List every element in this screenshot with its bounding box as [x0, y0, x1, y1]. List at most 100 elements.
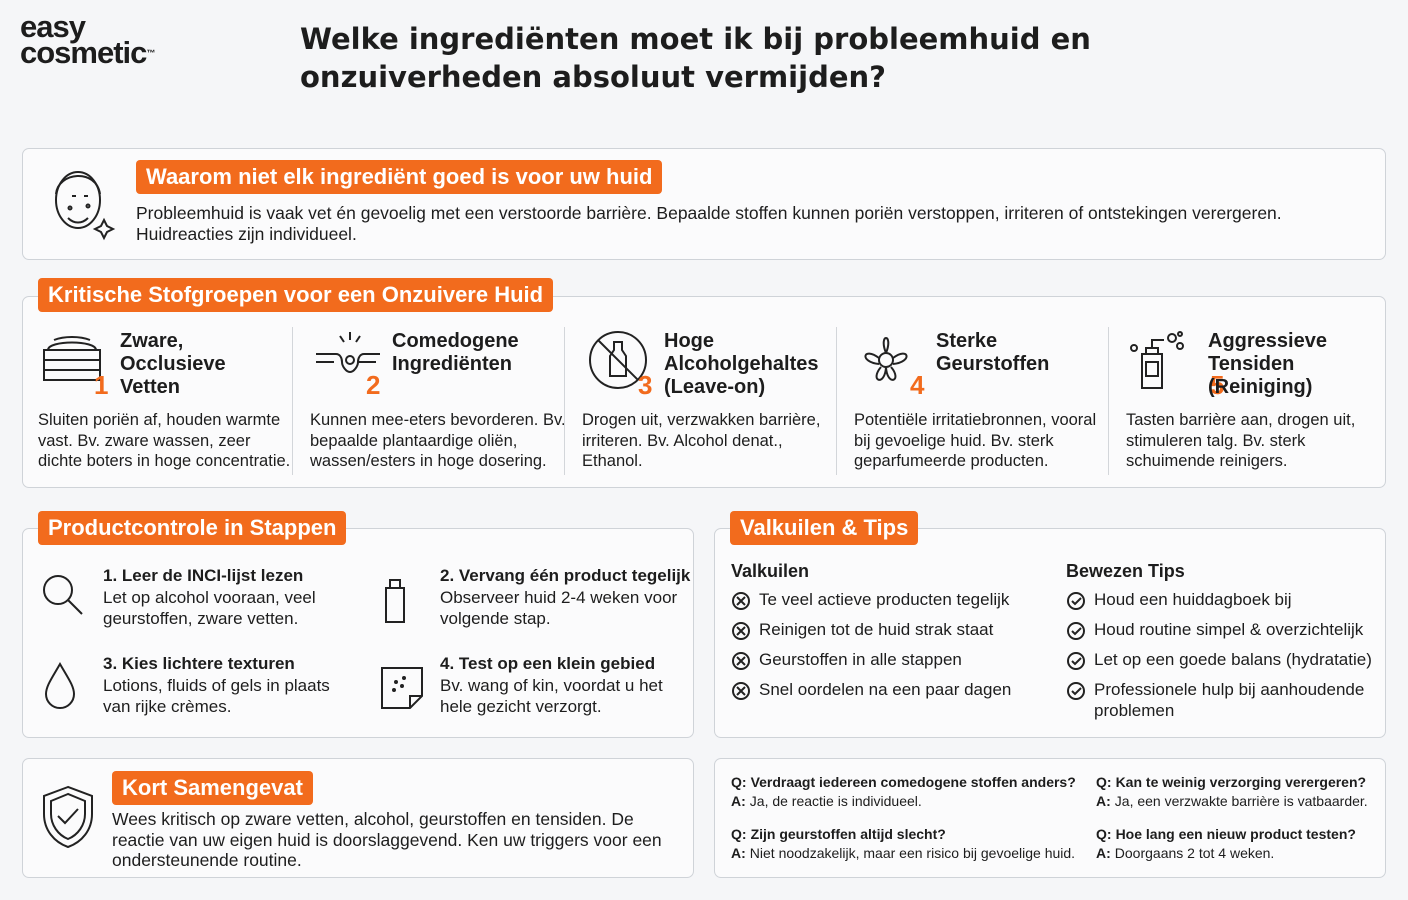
faq-q-text: Hoe lang een nieuw product testen? — [1115, 826, 1356, 842]
shield-icon — [43, 785, 93, 849]
group-icon — [1130, 331, 1184, 389]
faq-a-text: Ja, een verzwakte barrière is vatbaarder… — [1114, 793, 1368, 809]
column-separator — [292, 327, 293, 475]
tip-item: Professionele hulp bij aanhoudende probl… — [1094, 680, 1365, 720]
groups-panel — [22, 296, 1386, 488]
step-icon — [381, 667, 423, 709]
step-title: 3. Kies lichtere texturen — [103, 654, 295, 673]
group-title: Hoge Alcoholgehaltes (Leave-on) — [664, 330, 819, 398]
faq-answer: A: Ja, een verzwakte barrière is vatbaard… — [1096, 793, 1368, 809]
tip-item: Let op een goede balans (hydratatie) — [1094, 650, 1372, 669]
step-text: Observeer huid 2-4 weken voor volgende s… — [440, 588, 678, 628]
faq-q-prefix: Q: — [731, 826, 747, 842]
logo-line1: easy — [20, 9, 86, 44]
intro-text: Probleemhuid is vaak vet én gevoelig met… — [136, 203, 1282, 244]
tip-item: Houd een huiddagboek bij — [1094, 590, 1292, 609]
steps-panel — [22, 528, 694, 738]
step-icon — [43, 575, 83, 615]
faq-q-prefix: Q: — [731, 774, 747, 790]
faq-q-text: Kan te weinig verzorging verergeren? — [1115, 774, 1367, 790]
groups-heading: Kritische Stofgroepen voor een Onzuivere… — [38, 278, 554, 312]
group-text: Potentiële irritatiebronnen, vooral bij … — [854, 411, 1097, 470]
step-title: 4. Test op een klein gebied — [440, 654, 656, 673]
title: Welke ingrediënten moet ik bij probleemh… — [300, 20, 1091, 96]
face-icon — [55, 171, 116, 241]
group-title: Sterke Geurstoffen — [936, 330, 1050, 375]
faq-a-prefix: A: — [731, 793, 746, 809]
group-title: Aggressieve Tensiden (Reiniging) — [1208, 330, 1327, 398]
pitfall-icon — [732, 652, 750, 670]
faq-question: Q: Zijn geurstoffen altijd slecht? — [731, 826, 946, 842]
tips-heading: Valkuilen & Tips — [730, 511, 919, 545]
group-number: 1 — [94, 370, 109, 400]
faq-question: Q: Hoe lang een nieuw product testen? — [1096, 826, 1356, 842]
pitfall-icon — [732, 622, 750, 640]
faq-question: Q: Verdraagt iedereen comedogene stoffen … — [731, 774, 1076, 790]
steps-heading: Productcontrole in Stappen — [38, 511, 347, 545]
column-separator — [836, 327, 837, 475]
step-icon — [385, 579, 405, 623]
group-text: Tasten barrière aan, drogen uit, stimule… — [1126, 411, 1356, 470]
faq-answer: A: Niet noodzakelijk, maar een risico bij… — [731, 845, 1075, 861]
column-separator — [564, 327, 565, 475]
logo-line2: cosmetic™ — [20, 37, 155, 68]
tip-icon — [1067, 652, 1085, 670]
step-text: Bv. wang of kin, voordat u het hele gezi… — [440, 676, 663, 716]
step-text: Let op alcohol vooraan, veel geurstoffen… — [103, 588, 316, 628]
group-icon — [589, 331, 647, 389]
column-separator — [1108, 327, 1109, 475]
logo: easy cosmetic™ — [20, 9, 155, 68]
group-title: Zware, Occlusieve Vetten — [120, 330, 226, 398]
group-number: 4 — [910, 370, 925, 400]
group-text: Kunnen mee-eters bevorderen. Bv. bepaald… — [310, 411, 566, 470]
faq-answer: A: Doorgaans 2 tot 4 weken. — [1096, 845, 1274, 861]
group-number: 2 — [366, 370, 381, 400]
logo-tm: ™ — [146, 48, 155, 58]
faq-panel — [714, 758, 1386, 878]
pitfalls-heading: Valkuilen — [731, 561, 810, 581]
title-line1: Welke ingrediënten moet ik bij probleemh… — [300, 22, 1091, 56]
intro-heading: Waarom niet elk ingrediënt goed is voor … — [136, 160, 663, 194]
step-title: 1. Leer de INCI-lijst lezen — [103, 566, 304, 585]
summary-heading: Kort Samengevat — [112, 771, 313, 805]
group-text: Sluiten poriën af, houden warmte vast. B… — [38, 411, 291, 470]
tip-icon — [1067, 592, 1085, 610]
faq-a-text: Niet noodzakelijk, maar een risico bij g… — [749, 845, 1076, 861]
faq-question: Q: Kan te weinig verzorging verergeren? — [1096, 774, 1366, 790]
pitfall-item: Snel oordelen na een paar dagen — [759, 680, 1012, 699]
summary-text: Wees kritisch op zware vetten, alcohol, … — [112, 809, 662, 870]
step-title: 2. Vervang één product tegelijk — [440, 566, 691, 585]
group-number: 3 — [638, 370, 653, 400]
pitfall-item: Geurstoffen in alle stappen — [759, 650, 962, 669]
faq-a-prefix: A: — [1096, 793, 1111, 809]
step-text: Lotions, fluids of gels in plaats van ri… — [103, 676, 330, 716]
tip-icon — [1067, 622, 1085, 640]
faq-a-prefix: A: — [731, 845, 746, 861]
proven-heading: Bewezen Tips — [1066, 561, 1185, 581]
faq-answer: A: Ja, de reactie is individueel. — [731, 793, 922, 809]
logo-line2-text: cosmetic — [20, 35, 147, 70]
faq-q-text: Verdraagt iedereen comedogene stoffen an… — [750, 774, 1076, 790]
group-title: Comedogene Ingrediënten — [392, 330, 519, 375]
tips-panel — [714, 528, 1386, 738]
group-icon — [316, 332, 380, 374]
faq-a-text: Ja, de reactie is individueel. — [749, 793, 922, 809]
group-icon — [864, 337, 908, 381]
group-text: Drogen uit, verzwakken barrière, irriter… — [582, 411, 821, 470]
pitfall-item: Te veel actieve producten tegelijk — [759, 590, 1010, 609]
title-line2: onzuiverheden absoluut vermijden? — [300, 60, 886, 94]
step-icon — [44, 661, 76, 709]
tip-item: Houd routine simpel & overzichtelijk — [1094, 620, 1364, 639]
pitfall-item: Reinigen tot de huid strak staat — [759, 620, 994, 639]
faq-a-prefix: A: — [1096, 845, 1111, 861]
faq-q-text: Zijn geurstoffen altijd slecht? — [750, 826, 946, 842]
pitfall-icon — [732, 682, 750, 700]
tip-icon — [1067, 682, 1085, 700]
pitfall-icon — [732, 592, 750, 610]
faq-q-prefix: Q: — [1096, 774, 1112, 790]
group-number: 5 — [1210, 370, 1225, 400]
faq-a-text: Doorgaans 2 tot 4 weken. — [1114, 845, 1275, 861]
group-icon — [43, 336, 101, 381]
faq-q-prefix: Q: — [1096, 826, 1112, 842]
